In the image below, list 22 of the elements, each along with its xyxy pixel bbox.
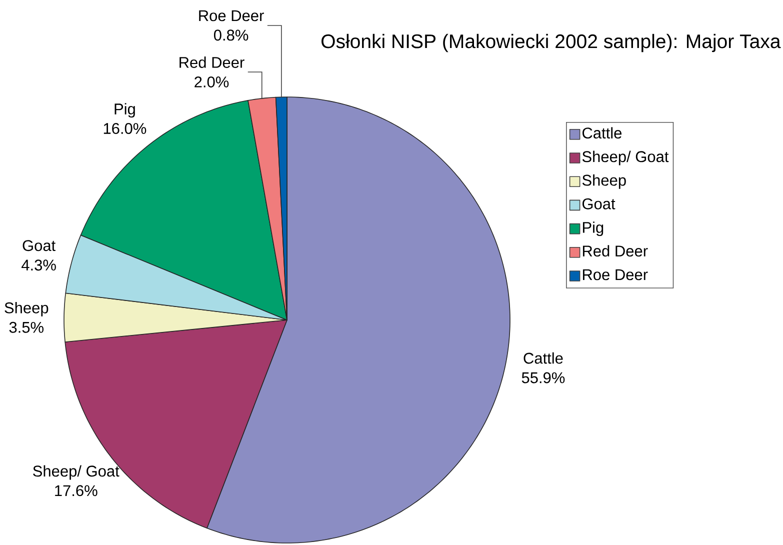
legend-label: Goat (582, 198, 616, 210)
slice-label: Cattle (524, 352, 563, 364)
data-label: 4.3% (22, 260, 56, 271)
legend-label: Red Deer (582, 245, 648, 257)
data-label: 17.6% (55, 485, 98, 496)
slice-label: Pig (114, 103, 135, 118)
slice-label: Goat (22, 240, 56, 252)
data-label: 0.8% (214, 30, 248, 41)
data-label: 55.9% (522, 372, 565, 384)
legend-label: Sheep (582, 174, 626, 189)
text: Osłonki NISP (Makowiecki 2002 sample): Major Taxa (322, 34, 781, 52)
data-label: 3.5% (9, 322, 44, 333)
slice-label: Sheep/ Goat (33, 465, 120, 480)
slice-label: Sheep (4, 302, 48, 316)
data-label: 2.0% (194, 76, 229, 88)
slice-label: Red Deer (180, 56, 244, 68)
data-label: 16.0% (104, 123, 146, 134)
legend-label: Pig (582, 222, 604, 236)
slice-label: Roe Deer (199, 10, 264, 22)
legend-label: Sheep/ Goat (582, 150, 669, 166)
legend-label: Roe Deer (582, 269, 648, 280)
legend-label: Cattle (582, 127, 622, 139)
